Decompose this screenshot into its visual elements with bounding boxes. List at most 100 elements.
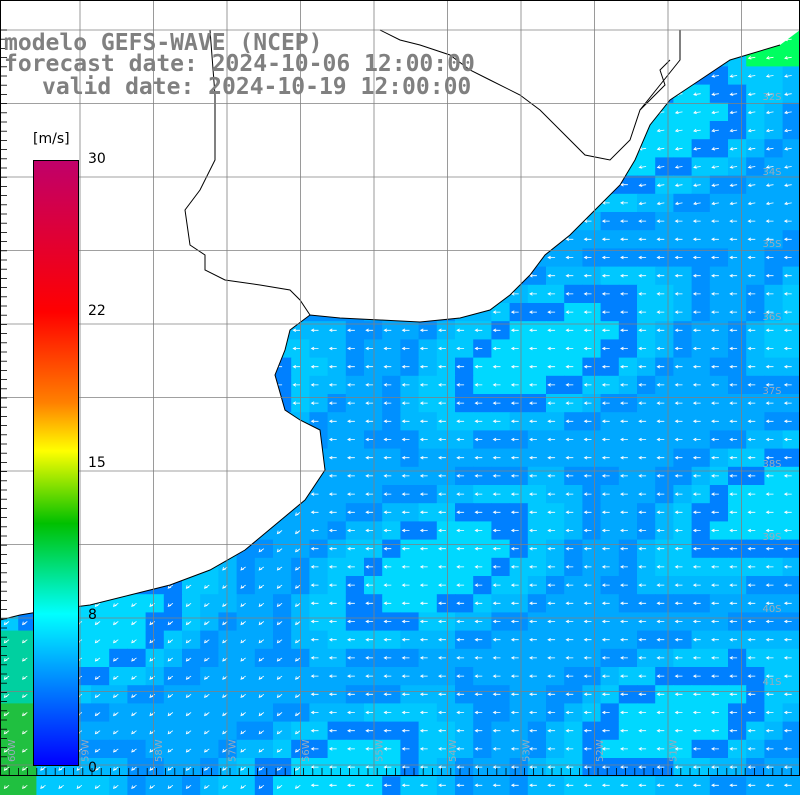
field-cell — [655, 321, 674, 340]
field-cell — [309, 758, 329, 777]
field-cell — [691, 648, 711, 668]
field-cell — [455, 448, 474, 468]
field-cell — [728, 193, 747, 213]
wind-arrow — [674, 128, 683, 133]
field-cell — [637, 503, 656, 522]
wind-arrow — [438, 492, 446, 496]
field-cell — [564, 667, 583, 686]
field-cell — [309, 739, 329, 759]
wind-arrow — [383, 492, 392, 496]
field-cell — [345, 521, 365, 541]
field-cell — [728, 284, 747, 304]
wind-arrow — [438, 346, 446, 351]
field-cell — [436, 394, 456, 413]
field-cell — [309, 776, 329, 795]
field-cell — [382, 321, 401, 340]
field-cell — [309, 667, 329, 686]
wind-arrow — [638, 383, 647, 387]
field-cell — [345, 612, 365, 632]
field-cell — [637, 667, 656, 686]
field-cell — [436, 630, 456, 650]
wind-arrow — [711, 528, 719, 533]
wind-arrow — [401, 346, 410, 351]
wind-arrow — [583, 328, 592, 333]
colorbar-tick-15: 15 — [88, 455, 106, 471]
field-cell — [618, 521, 638, 541]
field-cell — [91, 758, 110, 777]
wind-arrow — [310, 328, 319, 333]
wind-arrow — [620, 255, 628, 260]
field-cell — [764, 430, 784, 450]
wind-arrow — [365, 419, 374, 424]
wind-arrow — [583, 565, 592, 569]
field-cell — [564, 703, 583, 723]
field-cell — [691, 266, 711, 286]
wind-arrow — [365, 346, 374, 351]
wind-arrow — [656, 401, 665, 405]
wind-arrow — [711, 437, 719, 442]
field-cell — [746, 157, 765, 177]
wind-arrow — [310, 583, 319, 587]
field-cell — [655, 557, 674, 577]
field-cell — [382, 758, 401, 777]
wind-arrow — [510, 601, 519, 606]
field-cell — [618, 375, 638, 395]
field-cell — [618, 412, 638, 431]
wind-arrow — [656, 601, 665, 606]
field-cell — [491, 612, 511, 632]
wind-arrow — [765, 201, 774, 206]
field-cell — [728, 157, 747, 177]
wind-arrow — [529, 565, 537, 569]
wind-arrow — [638, 237, 647, 242]
field-cell — [400, 703, 420, 723]
field-cell — [691, 576, 711, 595]
field-cell — [600, 357, 620, 377]
field-cell — [673, 303, 693, 322]
field-cell — [436, 375, 456, 395]
field-cell — [418, 721, 438, 741]
wind-arrow — [492, 510, 501, 515]
wind-arrow — [185, 584, 192, 589]
field-cell — [637, 412, 656, 431]
wind-arrow — [510, 437, 519, 442]
field-cell — [109, 667, 128, 686]
field-cell — [345, 703, 365, 723]
wind-arrow — [729, 474, 738, 478]
field-cell — [582, 303, 602, 322]
field-cell — [764, 412, 784, 431]
wind-arrow — [310, 401, 319, 405]
wind-arrow — [692, 255, 701, 260]
field-cell — [637, 612, 656, 632]
field-cell — [618, 175, 638, 195]
field-cell — [218, 758, 238, 777]
field-cell — [655, 703, 674, 723]
field-cell — [728, 357, 747, 377]
field-cell — [309, 576, 329, 595]
field-cell — [145, 703, 165, 723]
wind-arrow — [674, 601, 683, 606]
field-cell — [273, 557, 292, 577]
field-cell — [509, 758, 529, 777]
wind-arrow — [492, 401, 501, 405]
field-cell — [564, 284, 583, 304]
field-cell — [473, 466, 492, 486]
wind-arrow — [419, 565, 428, 569]
wind-arrow — [711, 92, 719, 96]
field-cell — [564, 321, 583, 340]
wind-arrow — [747, 128, 756, 133]
field-cell — [509, 394, 529, 413]
field-cell — [637, 375, 656, 395]
wind-arrow — [711, 201, 719, 206]
wind-arrow — [729, 492, 738, 496]
wind-arrow — [401, 474, 410, 478]
wind-arrow — [295, 602, 301, 608]
field-cell — [18, 739, 37, 759]
wind-arrow — [456, 364, 465, 369]
field-cell — [491, 430, 511, 450]
wind-arrow — [693, 201, 701, 206]
field-cell — [491, 594, 511, 613]
wind-arrow — [783, 310, 792, 314]
field-cell — [546, 667, 565, 686]
wind-arrow — [601, 237, 610, 242]
field-cell — [764, 375, 784, 395]
